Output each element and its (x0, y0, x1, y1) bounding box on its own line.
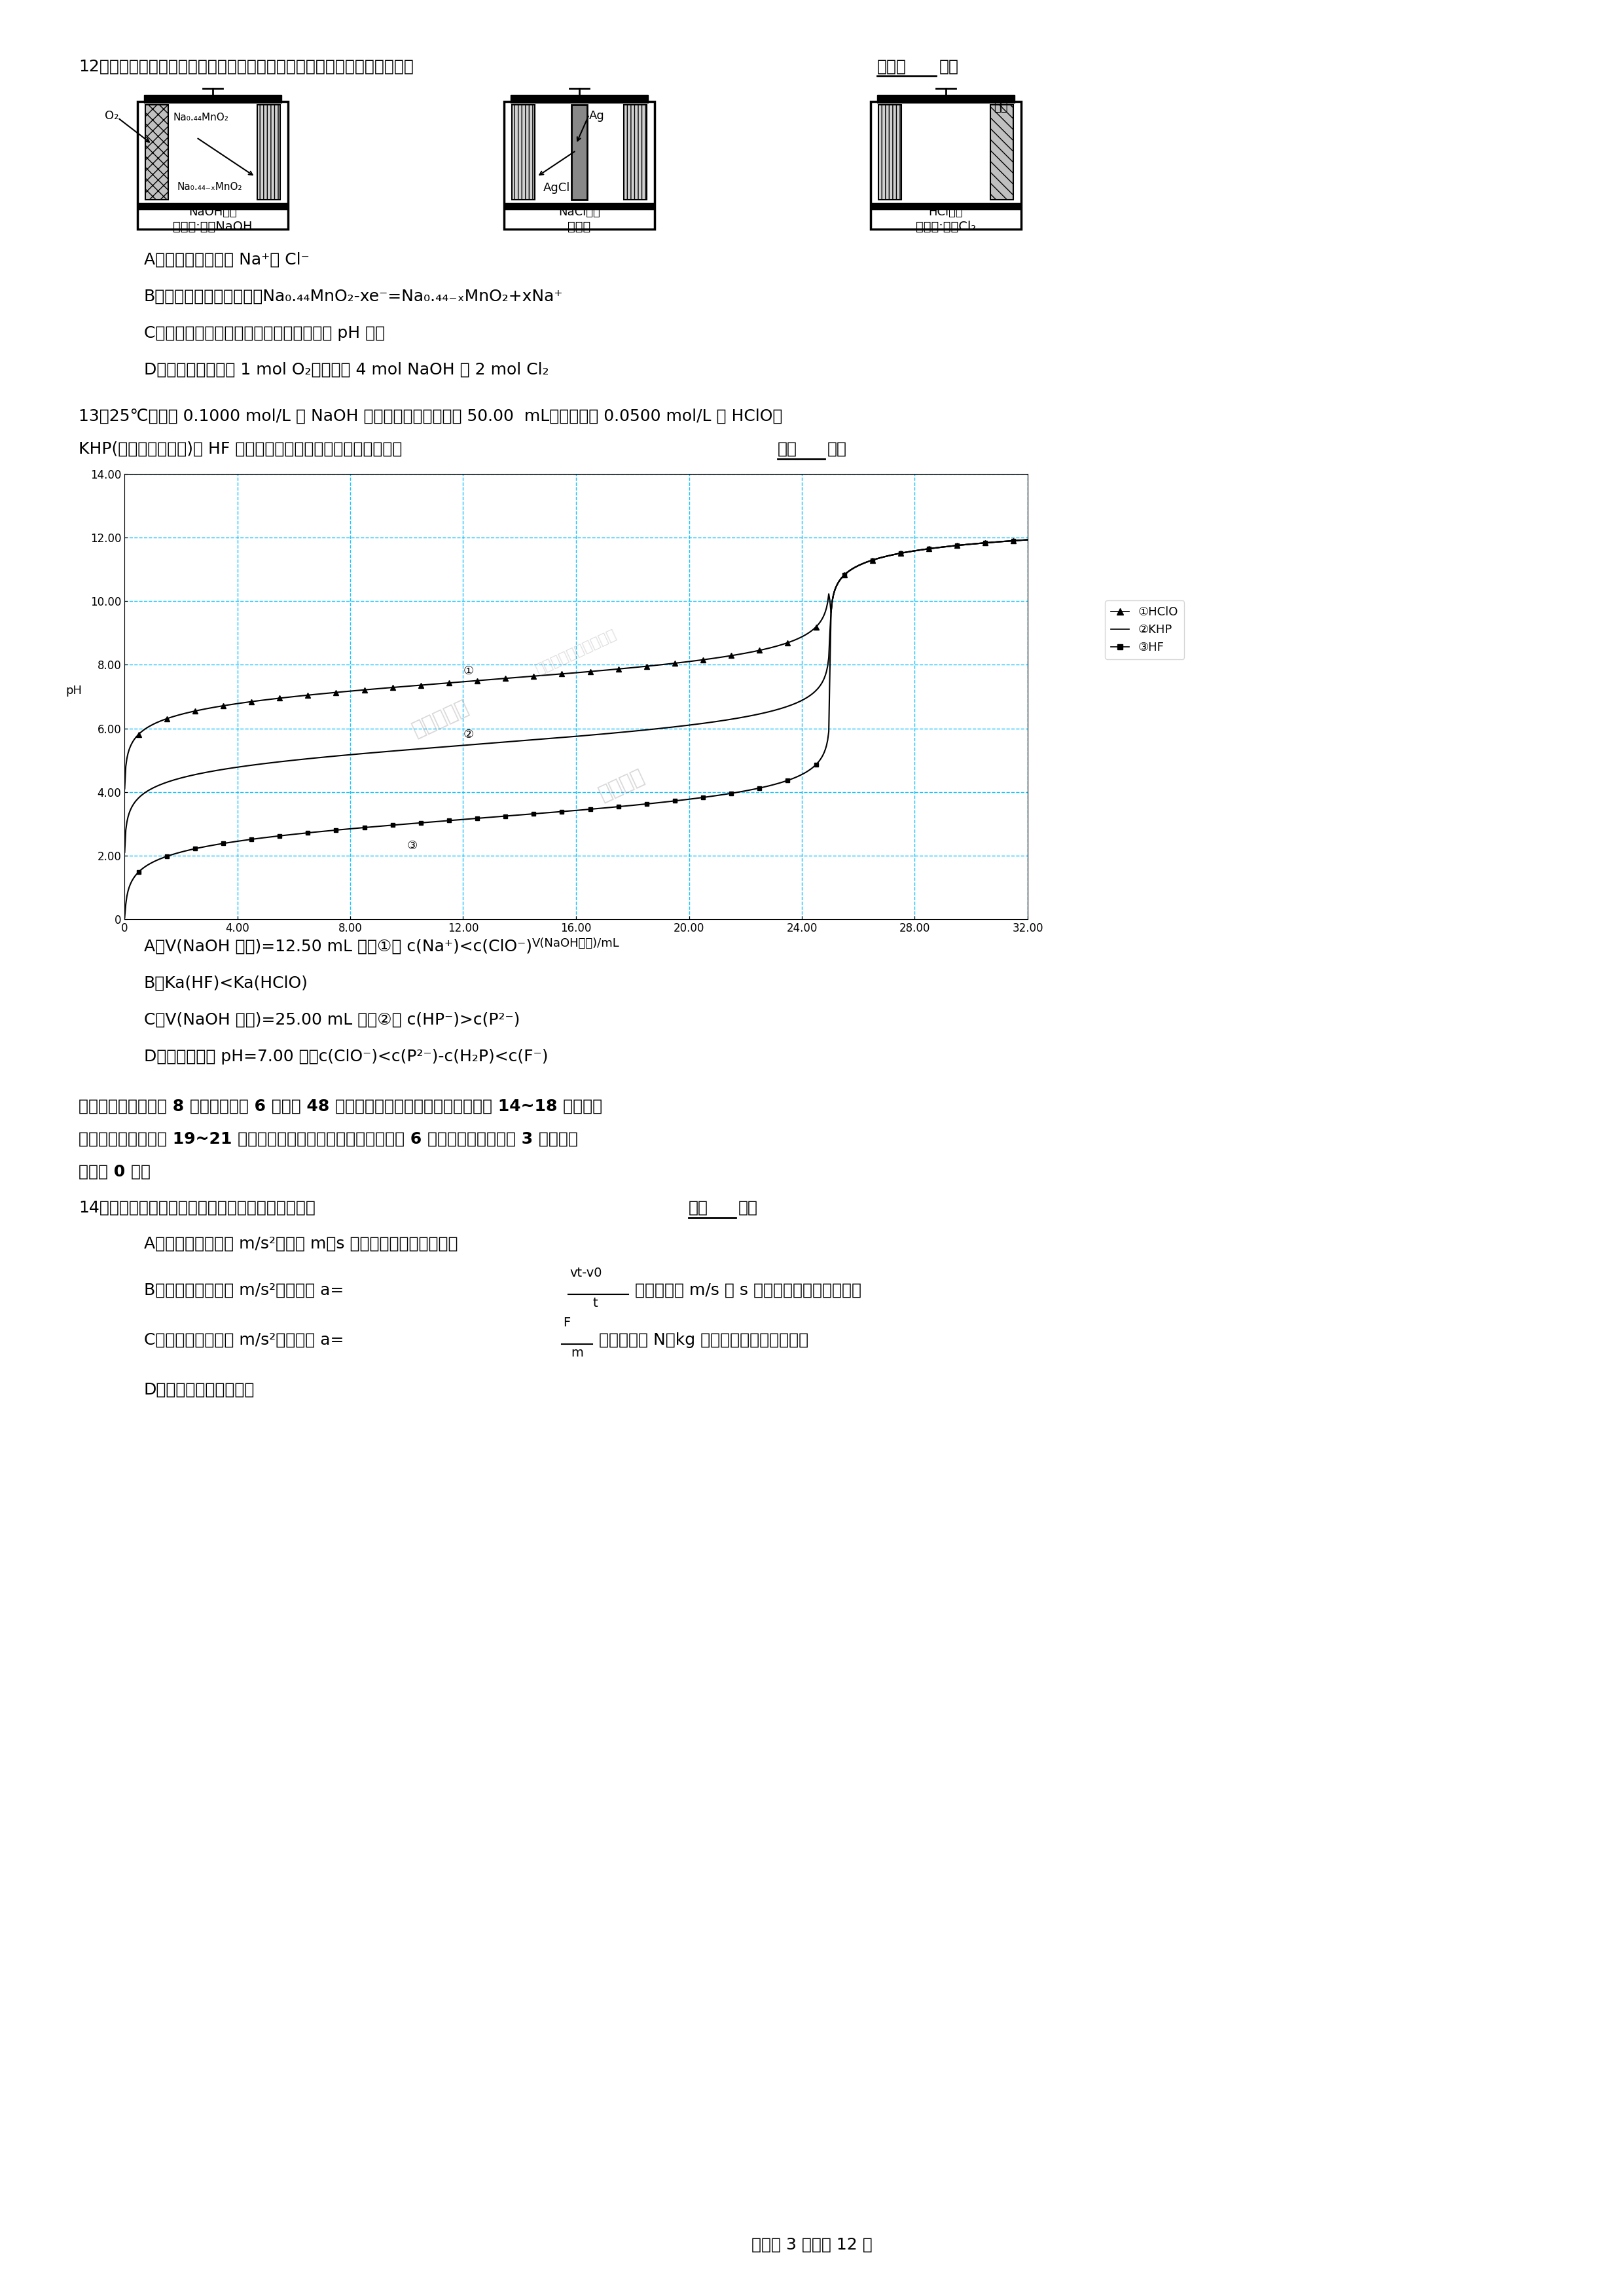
Text: C．第二步中，放电结束后，电解质溶液的 pH 变小: C．第二步中，放电结束后，电解质溶液的 pH 变小 (145, 326, 385, 342)
Text: A．V(NaOH 溶液)=12.50 mL 时，①中 c(Na⁺)<c(ClO⁻): A．V(NaOH 溶液)=12.50 mL 时，①中 c(Na⁺)<c(ClO⁻… (145, 939, 533, 955)
Text: C．加速度的单位是 m/s²，由公式 a=: C．加速度的单位是 m/s²，由公式 a= (145, 1332, 344, 1348)
Text: 锋一小程序: 锋一小程序 (409, 698, 471, 739)
Text: A．加速度的单位是 m/s²，是由 m、s 两个基本单位组合而成的: A．加速度的单位是 m/s²，是由 m、s 两个基本单位组合而成的 (145, 1235, 458, 1251)
Text: NaCl溶液: NaCl溶液 (559, 207, 601, 218)
Text: 12．一种清洁、低成本的三步法氯碱工艺工作原理的示意图如图。下列说法: 12．一种清洁、低成本的三步法氯碱工艺工作原理的示意图如图。下列说法 (78, 60, 414, 76)
Text: B．Ka(HF)<Ka(HClO): B．Ka(HF)<Ka(HClO) (145, 976, 309, 992)
Text: NaOH溶液: NaOH溶液 (188, 207, 237, 218)
Text: ③: ③ (406, 840, 417, 852)
Text: ②: ② (463, 728, 474, 742)
Bar (145, 106, 169, 200)
Text: 第一步:生产NaOH: 第一步:生产NaOH (174, 220, 252, 234)
Text: 的是: 的是 (939, 60, 958, 76)
Text: Ag: Ag (590, 110, 604, 122)
Text: 错的得 0 分。: 错的得 0 分。 (78, 1164, 151, 1180)
Bar (257, 106, 281, 200)
Text: 的是: 的是 (739, 1201, 758, 1217)
Text: HCl溶液: HCl溶液 (929, 207, 963, 218)
Text: AgCl: AgCl (544, 181, 570, 193)
Text: m: m (570, 1348, 583, 1359)
Text: 第三步:生产Cl₂: 第三步:生产Cl₂ (916, 220, 976, 234)
Text: F: F (564, 1316, 570, 1329)
Text: 第二步: 第二步 (568, 220, 591, 234)
Bar (572, 106, 588, 200)
Text: t: t (593, 1297, 598, 1309)
Text: 正确: 正确 (689, 1201, 708, 1217)
Bar (870, 202, 1021, 209)
Text: ①: ① (463, 666, 474, 677)
Text: D．理论上，每消耗 1 mol O₂，可生产 4 mol NaOH 和 2 mol Cl₂: D．理论上，每消耗 1 mol O₂，可生产 4 mol NaOH 和 2 mo… (145, 363, 549, 379)
Bar (503, 101, 654, 230)
Text: 项符合题目要求，第 19~21 题有多项符合题目要求。全部选对的得 6 分，选对但不全的得 3 分，有选: 项符合题目要求，第 19~21 题有多项符合题目要求。全部选对的得 6 分，选对… (78, 1132, 578, 1148)
Text: 第一时间获取最新资料: 第一时间获取最新资料 (534, 627, 619, 677)
Bar (145, 94, 281, 103)
Text: 二、选择题：本题共 8 小题，每小题 6 分，共 48 分。在每小题给出的四个选项中，第 14~18 题只有一: 二、选择题：本题共 8 小题，每小题 6 分，共 48 分。在每小题给出的四个选… (78, 1097, 603, 1114)
Text: KHP(邻苯二甲酸氢钾)及 HF 溶液，其滴定曲线如图所示。下列说法: KHP(邻苯二甲酸氢钾)及 HF 溶液，其滴定曲线如图所示。下列说法 (78, 441, 403, 457)
Bar (991, 106, 1013, 200)
Text: A．第二步是在提取 Na⁺和 Cl⁻: A．第二步是在提取 Na⁺和 Cl⁻ (145, 253, 310, 269)
Text: 可知它是由 m/s 和 s 两个基本单位组合而成的: 可知它是由 m/s 和 s 两个基本单位组合而成的 (635, 1283, 861, 1297)
Text: 试卷第 3 页，共 12 页: 试卷第 3 页，共 12 页 (752, 2236, 872, 2252)
X-axis label: V(NaOH溶液)/mL: V(NaOH溶液)/mL (533, 937, 620, 951)
Bar (512, 106, 534, 200)
Text: vt-v0: vt-v0 (570, 1267, 603, 1279)
Text: Na₀.₄₄MnO₂: Na₀.₄₄MnO₂ (174, 113, 229, 122)
Text: 可知它是由 N、kg 两个基本单位组合而成的: 可知它是由 N、kg 两个基本单位组合而成的 (599, 1332, 809, 1348)
Text: Na₀.₄₄₋ₓMnO₂: Na₀.₄₄₋ₓMnO₂ (177, 181, 242, 193)
Text: 不正确: 不正确 (877, 60, 906, 76)
Text: 14．导出单位是由基本单位组合而成的，下列说法中: 14．导出单位是由基本单位组合而成的，下列说法中 (78, 1201, 315, 1217)
Text: O₂: O₂ (104, 110, 119, 122)
Bar (503, 202, 654, 209)
Text: 石墨: 石墨 (994, 101, 1009, 113)
Bar (138, 202, 287, 209)
Bar (624, 106, 646, 200)
Text: B．第一步中阳极反应为：Na₀.₄₄MnO₂-xe⁻=Na₀.₄₄₋ₓMnO₂+xNa⁺: B．第一步中阳极反应为：Na₀.₄₄MnO₂-xe⁻=Na₀.₄₄₋ₓMnO₂+… (145, 289, 564, 305)
Text: C．V(NaOH 溶液)=25.00 mL 时，②中 c(HP⁻)>c(P²⁻): C．V(NaOH 溶液)=25.00 mL 时，②中 c(HP⁻)>c(P²⁻) (145, 1013, 520, 1029)
Text: D．分别滴定至 pH=7.00 时，c(ClO⁻)<c(P²⁻)-c(H₂P)<c(F⁻): D．分别滴定至 pH=7.00 时，c(ClO⁻)<c(P²⁻)-c(H₂P)<… (145, 1049, 549, 1065)
Text: D．以上说法都是正确的: D．以上说法都是正确的 (145, 1382, 255, 1398)
Text: 的是: 的是 (827, 441, 848, 457)
Bar (879, 106, 901, 200)
Text: 高考必备: 高考必备 (596, 767, 646, 804)
Text: 13．25℃时，用 0.1000 mol/L 的 NaOH 溶液分别滴定体积均为 50.00  mL、浓度均为 0.0500 mol/L 的 HClO、: 13．25℃时，用 0.1000 mol/L 的 NaOH 溶液分别滴定体积均为… (78, 409, 783, 425)
Bar (877, 94, 1015, 103)
Bar (870, 101, 1021, 230)
Bar (138, 101, 287, 230)
Text: 正确: 正确 (778, 441, 797, 457)
Text: B．加速度的单位是 m/s²，由公式 a=: B．加速度的单位是 m/s²，由公式 a= (145, 1283, 344, 1297)
Legend: ①HClO, ②KHP, ③HF: ①HClO, ②KHP, ③HF (1106, 599, 1184, 659)
Bar (510, 94, 648, 103)
Y-axis label: pH: pH (65, 684, 81, 696)
